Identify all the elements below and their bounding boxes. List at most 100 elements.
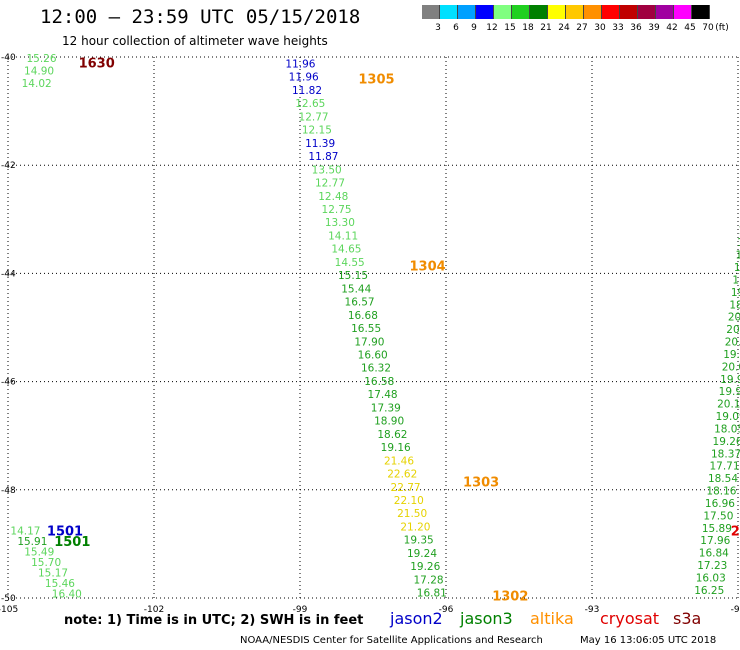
wave-height-value: 15.70 bbox=[31, 557, 61, 569]
wave-height-colorbar: 3 6 9 12 15 18 21 24 27 30 33 36 39 42 45 70 (ft) bbox=[422, 5, 740, 39]
wave-height-value: 20.05 bbox=[728, 312, 740, 324]
wave-height-value: 16.81 bbox=[417, 588, 447, 600]
credit-text: NOAA/NESDIS Center for Satellite Applica… bbox=[240, 635, 543, 646]
wave-height-value: 19.90 bbox=[720, 374, 740, 386]
pass-time-label: 1501 bbox=[54, 535, 90, 550]
wave-height-value: 21.50 bbox=[397, 508, 427, 520]
wave-height-value: 11.96 bbox=[285, 58, 315, 70]
colorbar-label: 39 bbox=[648, 23, 660, 33]
wave-height-value: 12.48 bbox=[318, 191, 348, 203]
colorbar-label: 18 bbox=[522, 23, 534, 33]
wave-height-value: 20.17 bbox=[717, 399, 740, 411]
colorbar-swatch bbox=[548, 5, 566, 19]
wave-height-value: 11.96 bbox=[289, 72, 319, 84]
lat-tick-label: -42 bbox=[1, 161, 16, 171]
wave-height-value: 18.54 bbox=[708, 473, 738, 485]
wave-height-value: 11.82 bbox=[292, 85, 322, 97]
pass-time-label: 1303 bbox=[463, 476, 499, 491]
wave-height-value: 17.77 bbox=[735, 250, 740, 262]
wave-height-value: 17.23 bbox=[697, 560, 727, 572]
wave-height-value: 12.77 bbox=[299, 111, 329, 123]
wave-height-value: 16.40 bbox=[52, 589, 82, 601]
lon-tick-label: -105 bbox=[0, 605, 18, 615]
wave-height-value: 15.17 bbox=[38, 568, 68, 580]
lon-tick-label: -96 bbox=[439, 605, 454, 615]
pass-time-label: 1302 bbox=[492, 589, 528, 604]
colorbar-swatch bbox=[692, 5, 710, 19]
colorbar-label: 45 bbox=[684, 23, 696, 33]
wave-height-value: 17.50 bbox=[703, 510, 733, 522]
colorbar-label: 21 bbox=[540, 23, 552, 33]
wave-height-value: 15.89 bbox=[702, 523, 732, 535]
map-title: 12:00 – 23:59 UTC 05/15/2018 bbox=[40, 6, 361, 28]
wave-height-value: 19.35 bbox=[404, 535, 434, 547]
colorbar-swatch bbox=[584, 5, 602, 19]
wave-height-value: 18.32 bbox=[729, 299, 740, 311]
wave-height-value: 16.03 bbox=[696, 572, 726, 584]
colorbar-swatch bbox=[530, 5, 548, 19]
wave-height-value: 16.64 bbox=[734, 262, 740, 274]
colorbar-swatch bbox=[674, 5, 692, 19]
wave-height-value: 17.48 bbox=[368, 389, 398, 401]
colorbar-label: 70 bbox=[702, 23, 714, 33]
lon-tick-label: -90 bbox=[731, 605, 740, 615]
colorbar-swatch bbox=[512, 5, 530, 19]
lon-tick-label: -102 bbox=[144, 605, 164, 615]
colorbar-label: 3 bbox=[435, 23, 441, 33]
wave-height-value: 19.58 bbox=[731, 287, 740, 299]
colorbar-label: 12 bbox=[486, 23, 498, 33]
wave-height-value: 16.55 bbox=[351, 323, 381, 335]
wave-height-value: 17.39 bbox=[371, 402, 401, 414]
map-subtitle: 12 hour collection of altimeter wave hei… bbox=[62, 34, 328, 48]
lat-tick-label: -44 bbox=[1, 269, 16, 279]
pass-time-label: 1304 bbox=[410, 259, 446, 274]
wave-height-value: 16.60 bbox=[358, 349, 388, 361]
pass-time-label: 1630 bbox=[79, 56, 115, 71]
wave-height-value: 14.55 bbox=[335, 257, 365, 269]
colorbar-label: 36 bbox=[630, 23, 642, 33]
wave-height-value: 17.22 bbox=[737, 237, 740, 249]
lat-tick-label: -50 bbox=[1, 594, 16, 604]
wave-height-value: 22.77 bbox=[391, 482, 421, 494]
wave-height-value: 17.28 bbox=[414, 574, 444, 586]
wave-height-value: 19.77 bbox=[723, 349, 740, 361]
wave-height-value: 21.46 bbox=[384, 455, 414, 467]
satellite-legend-item: s3a bbox=[673, 609, 702, 628]
wave-height-value: 17.71 bbox=[709, 461, 739, 473]
lat-tick-label: -46 bbox=[1, 378, 16, 388]
wave-height-value: 16.84 bbox=[699, 548, 729, 560]
colorbar-label: 33 bbox=[612, 23, 624, 33]
wave-height-value: 20.09 bbox=[722, 361, 740, 373]
wave-height-value: 16.58 bbox=[364, 376, 394, 388]
wave-height-value: 15.49 bbox=[24, 546, 54, 558]
colorbar-label: 15 bbox=[504, 23, 516, 33]
satellite-legend-item: cryosat bbox=[600, 609, 660, 628]
wave-height-value: 13.50 bbox=[312, 164, 342, 176]
wave-height-value: 19.09 bbox=[716, 411, 740, 423]
wave-height-value: 14.17 bbox=[10, 525, 40, 537]
pass-time-label: 211 bbox=[731, 524, 740, 539]
wave-height-value: 17.95 bbox=[732, 274, 740, 286]
lon-tick-label: -93 bbox=[585, 605, 600, 615]
lat-tick-label: -40 bbox=[1, 53, 16, 63]
satellite-legend-item: jason2 bbox=[390, 609, 443, 628]
wave-height-value: 13.30 bbox=[325, 217, 355, 229]
wave-height-value: 16.32 bbox=[361, 363, 391, 375]
wave-height-value: 15.26 bbox=[26, 53, 56, 65]
wave-height-value: 12.65 bbox=[295, 98, 325, 110]
colorbar-swatch bbox=[638, 5, 656, 19]
colorbar-swatch bbox=[602, 5, 620, 19]
wave-height-value: 19.26 bbox=[410, 561, 440, 573]
colorbar-swatch bbox=[476, 5, 494, 19]
wave-height-value: 19.26 bbox=[713, 436, 740, 448]
colorbar-swatch bbox=[494, 5, 512, 19]
wave-height-value: 20.28 bbox=[726, 324, 740, 336]
wave-height-value: 18.37 bbox=[711, 448, 740, 460]
colorbar-label: 30 bbox=[594, 23, 606, 33]
wave-height-value: 17.90 bbox=[354, 336, 384, 348]
colorbar-swatch bbox=[458, 5, 476, 19]
colorbar-swatch bbox=[440, 5, 458, 19]
colorbar-label: 27 bbox=[576, 23, 588, 33]
